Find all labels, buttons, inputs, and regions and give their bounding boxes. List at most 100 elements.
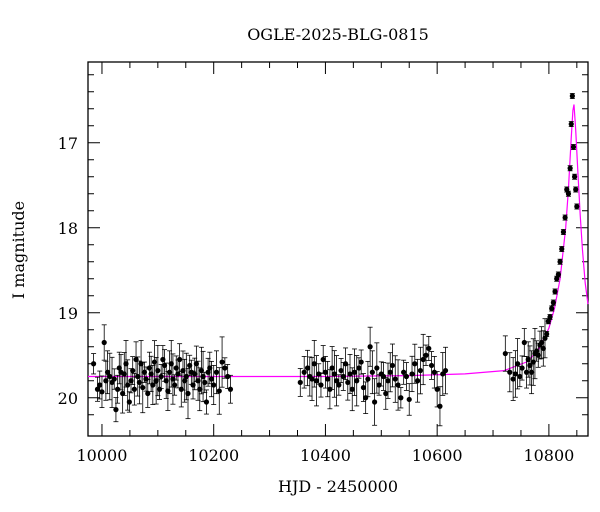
data-point <box>177 356 183 363</box>
data-point <box>434 386 440 392</box>
data-point <box>185 390 191 397</box>
plot-frame <box>87 61 589 437</box>
data-point <box>309 376 315 382</box>
data-point <box>389 362 396 369</box>
data-point <box>126 399 132 405</box>
data-point <box>211 382 217 388</box>
data-point <box>369 369 375 375</box>
data-point <box>131 386 137 392</box>
chart-title: OGLE-2025-BLG-0815 <box>247 25 429 44</box>
data-point <box>107 373 113 380</box>
data-point <box>347 371 353 377</box>
data-point <box>428 362 435 369</box>
data-point <box>158 373 164 380</box>
data-point <box>521 339 527 346</box>
y-tick-label: 17 <box>58 134 78 153</box>
data-point <box>380 373 387 380</box>
data-point <box>557 259 563 265</box>
y-tick-label: 18 <box>58 219 78 238</box>
data-point <box>515 361 521 367</box>
data-point <box>140 384 146 391</box>
data-point <box>392 376 398 382</box>
x-tick-label: 10600 <box>412 446 463 465</box>
data-point <box>329 365 335 371</box>
data-point <box>412 361 418 367</box>
data-point <box>365 376 371 382</box>
data-point <box>431 369 437 375</box>
data-point <box>423 352 429 358</box>
model-curve <box>88 104 589 378</box>
data-point <box>374 365 380 371</box>
x-tick-label: 10800 <box>523 446 574 465</box>
data-point <box>564 186 570 193</box>
data-point <box>345 379 351 386</box>
data-point <box>555 271 561 278</box>
data-point <box>222 365 228 371</box>
data-point <box>571 174 578 180</box>
data-point <box>203 399 210 405</box>
data-point <box>401 369 407 375</box>
data-point <box>545 318 551 324</box>
data-point <box>304 365 311 371</box>
data-point <box>573 186 579 193</box>
data-point <box>297 379 303 386</box>
data-point <box>385 378 391 384</box>
data-point <box>216 388 222 394</box>
y-axis-label: I magnitude <box>9 201 28 299</box>
data-point <box>351 369 358 375</box>
data-point <box>227 386 234 392</box>
data-point <box>356 365 362 371</box>
data-point <box>155 367 161 374</box>
data-point <box>502 350 508 357</box>
data-point <box>562 214 568 221</box>
data-point <box>403 373 410 380</box>
data-point <box>569 93 575 99</box>
data-point <box>349 386 355 392</box>
data-point <box>130 367 136 374</box>
data-point <box>334 378 340 384</box>
data-point <box>101 339 107 346</box>
data-point <box>544 331 550 337</box>
data-point <box>510 376 516 382</box>
data-point <box>574 203 580 210</box>
data-point <box>145 390 151 397</box>
data-point <box>549 305 555 312</box>
data-point <box>338 367 344 374</box>
data-point <box>560 229 567 235</box>
data-point <box>358 359 364 365</box>
data-point <box>90 361 97 367</box>
data-point <box>313 378 320 384</box>
data-point <box>542 335 548 341</box>
data-point <box>552 288 558 295</box>
data-point <box>395 382 401 388</box>
data-point <box>171 382 178 388</box>
data-point <box>367 344 373 350</box>
data-point <box>331 371 337 377</box>
data-point <box>213 369 220 375</box>
data-point <box>420 356 426 363</box>
y-tick-label: 19 <box>58 304 78 323</box>
data-point <box>125 382 131 388</box>
data-point <box>99 389 105 395</box>
data-point <box>311 361 317 367</box>
data-point <box>406 396 412 403</box>
data-point <box>325 376 331 382</box>
data-point <box>383 390 389 397</box>
data-point <box>567 165 573 171</box>
data-point <box>417 367 424 374</box>
data-point <box>568 121 574 127</box>
data-point <box>225 373 231 380</box>
data-point <box>565 191 572 197</box>
data-point <box>97 382 103 388</box>
x-tick-label: 10400 <box>300 446 351 465</box>
data-point <box>316 371 322 377</box>
data-point <box>208 376 215 382</box>
data-point <box>322 369 329 375</box>
data-point <box>340 373 346 380</box>
data-point <box>559 246 565 252</box>
data-point <box>519 365 525 371</box>
x-axis-label: HJD - 2450000 <box>278 477 398 496</box>
data-point <box>442 367 449 374</box>
